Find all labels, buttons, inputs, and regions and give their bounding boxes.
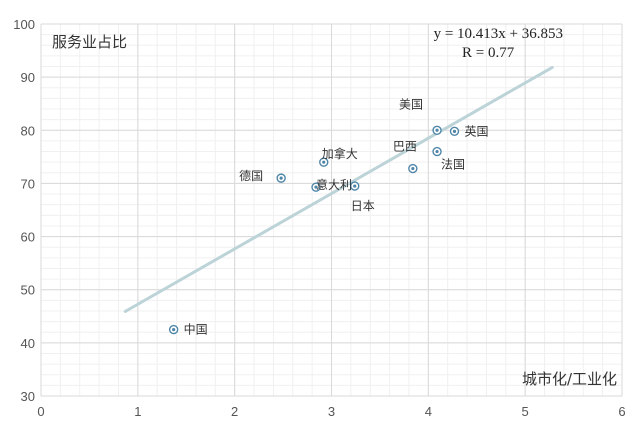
- data-point-core: [314, 185, 318, 189]
- data-point-core: [172, 327, 176, 332]
- data-point-label: 法国: [441, 158, 465, 172]
- data-point-label: 加拿大: [322, 146, 358, 161]
- data-point-core: [411, 166, 415, 171]
- data-point-core: [435, 149, 439, 154]
- data-point-label: 美国: [399, 97, 423, 111]
- y-tick-label: 80: [21, 123, 35, 138]
- data-point-label: 巴西: [393, 140, 417, 154]
- data-point-core: [452, 129, 457, 133]
- data-point-core: [279, 176, 283, 180]
- tick-layer: 0 1 2 3 4 5 6 30 40 50 60 70 80 90 100: [13, 17, 625, 419]
- y-tick-label: 40: [21, 336, 35, 351]
- x-tick-label: 4: [425, 404, 432, 419]
- data-point-label: 中国: [184, 322, 208, 337]
- x-axis-title: 城市化/工业化: [522, 370, 617, 388]
- trendline-equation: y = 10.413x + 36.853: [434, 26, 563, 42]
- y-tick-label: 70: [21, 176, 35, 191]
- y-tick-label: 50: [21, 283, 35, 298]
- trendline: [123, 65, 554, 313]
- trend-layer: [123, 65, 554, 313]
- data-point-label: 日本: [351, 199, 375, 213]
- x-tick-label: 0: [37, 404, 44, 419]
- grid-major: [40, 23, 623, 397]
- x-tick-label: 1: [134, 404, 141, 419]
- y-tick-label: 60: [21, 230, 35, 245]
- data-point-label: 德国: [239, 168, 263, 183]
- y-tick-label: 100: [13, 17, 35, 32]
- x-tick-label: 5: [522, 404, 529, 419]
- x-tick-label: 2: [231, 404, 238, 419]
- point-layer: [168, 125, 460, 335]
- x-tick-label: 6: [618, 404, 625, 419]
- data-point-core: [353, 184, 357, 188]
- data-point-core: [435, 128, 439, 132]
- y-tick-label: 90: [21, 70, 35, 85]
- y-tick-label: 30: [21, 389, 35, 404]
- trendline-r-value: R = 0.77: [462, 45, 515, 61]
- data-point-label: 英国: [464, 124, 488, 138]
- y-axis-title: 服务业占比: [52, 33, 127, 51]
- x-tick-label: 3: [328, 404, 335, 419]
- data-point-label: 意大利: [316, 177, 352, 192]
- data-point-core: [322, 160, 326, 164]
